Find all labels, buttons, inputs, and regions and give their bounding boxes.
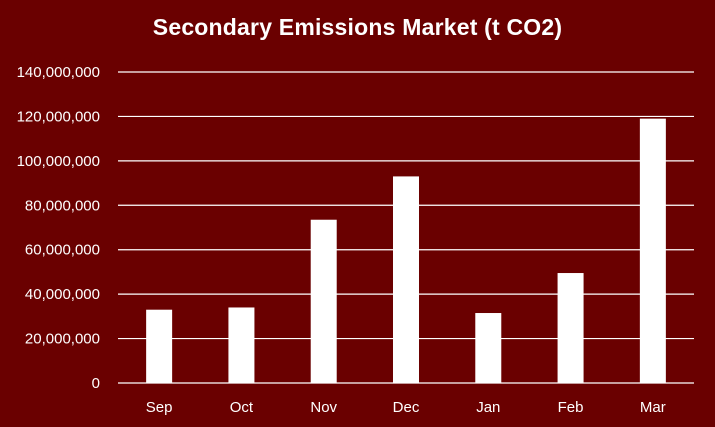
- chart-title: Secondary Emissions Market (t CO2): [152, 14, 563, 40]
- bars: [146, 118, 666, 384]
- x-tick-label: Dec: [393, 399, 420, 416]
- y-tick-label: 40,000,000: [25, 286, 100, 303]
- y-tick-label: 120,000,000: [17, 108, 100, 125]
- y-tick-label: 60,000,000: [25, 242, 100, 259]
- x-tick-label: Mar: [640, 399, 666, 416]
- y-axis-tick-labels: 0 20,000,000 40,000,000 60,000,000 80,000,00…: [17, 64, 100, 392]
- y-tick-label: 80,000,000: [25, 197, 100, 214]
- bar-sep: [146, 309, 173, 383]
- y-tick-label: 0: [92, 375, 100, 392]
- bar-feb: [557, 273, 584, 383]
- x-axis-tick-labels: Sep Oct Nov Dec Jan Feb Mar: [146, 399, 666, 416]
- x-tick-label: Oct: [230, 399, 254, 416]
- bar-mar: [639, 118, 666, 384]
- bar-oct: [228, 307, 255, 383]
- x-tick-label: Sep: [146, 399, 173, 416]
- y-tick-label: 20,000,000: [25, 331, 100, 348]
- y-tick-label: 140,000,000: [17, 64, 100, 81]
- bar-nov: [310, 219, 337, 383]
- x-tick-label: Jan: [476, 399, 500, 416]
- bar-jan: [475, 313, 502, 383]
- bar-dec: [393, 176, 419, 383]
- x-tick-label: Nov: [310, 399, 337, 416]
- x-tick-label: Feb: [558, 399, 584, 416]
- y-tick-label: 100,000,000: [17, 153, 100, 170]
